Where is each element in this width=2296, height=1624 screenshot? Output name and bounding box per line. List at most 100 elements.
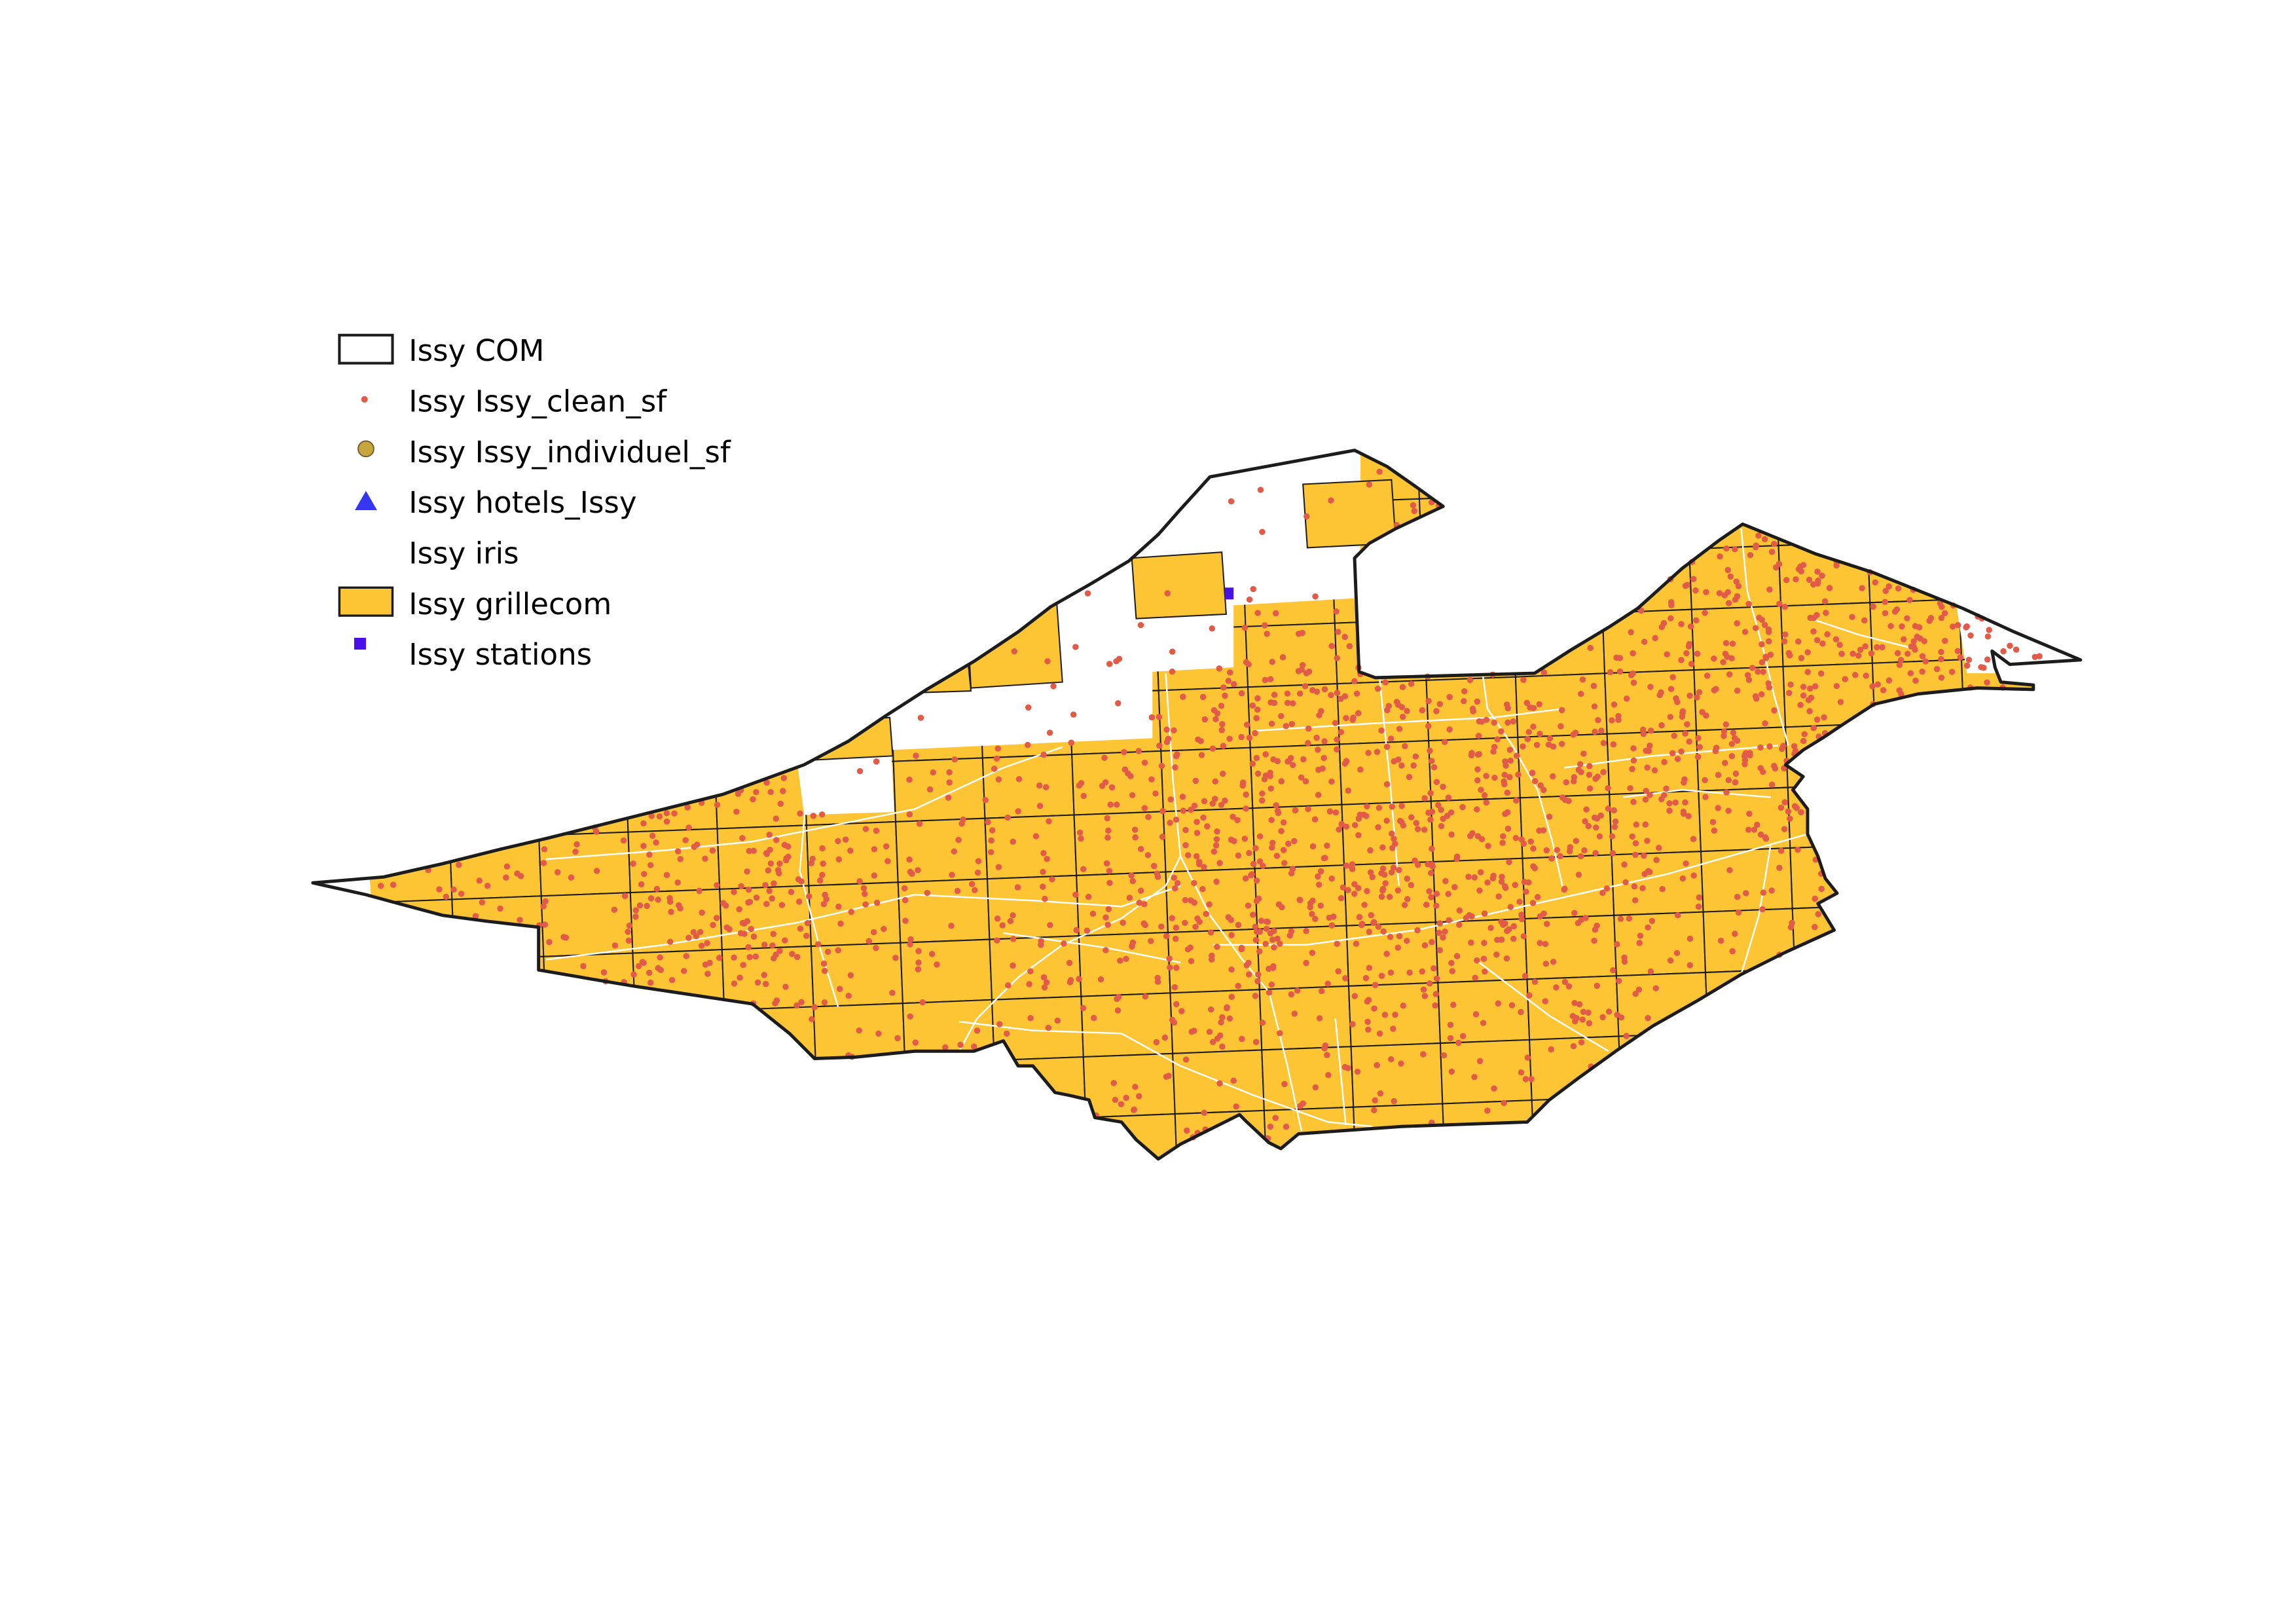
clean-sf-point [1984, 679, 1990, 686]
clean-sf-point [630, 860, 636, 867]
grid-cell [312, 660, 357, 726]
clean-sf-point [1433, 708, 1440, 714]
clean-sf-point [746, 847, 753, 855]
clean-sf-point [763, 850, 770, 857]
clean-sf-point [1818, 885, 1825, 893]
clean-sf-point [1235, 921, 1242, 929]
clean-sf-point [517, 917, 523, 923]
clean-sf-point [1338, 695, 1344, 703]
clean-sf-point [1592, 814, 1598, 821]
clean-sf-point [1264, 919, 1271, 925]
clean-sf-point [1393, 699, 1400, 705]
clean-sf-point [1185, 852, 1192, 858]
clean-sf-point [1238, 690, 1245, 697]
clean-sf-point [1297, 1103, 1303, 1109]
clean-sf-point [1073, 927, 1080, 934]
clean-sf-point [1291, 1010, 1298, 1017]
clean-sf-point [1711, 687, 1718, 693]
clean-sf-point [1513, 797, 1520, 804]
clean-sf-point [1256, 858, 1264, 865]
clean-sf-point [1252, 729, 1258, 737]
grid-cell [312, 720, 359, 786]
clean-sf-point [546, 938, 553, 946]
clean-sf-point [901, 885, 908, 892]
clean-sf-point [1603, 885, 1611, 892]
clean-sf-point [972, 887, 978, 894]
clean-sf-point [1611, 807, 1618, 814]
grid-cell [376, 1263, 468, 1327]
clean-sf-point [1984, 633, 1992, 640]
clean-sf-point [1209, 625, 1216, 632]
clean-sf-point [1279, 654, 1286, 661]
clean-sf-point [767, 788, 774, 796]
clean-sf-point [1267, 676, 1274, 682]
clean-sf-point [1209, 745, 1216, 752]
clean-sf-point [1427, 816, 1434, 823]
clean-sf-point [1271, 692, 1278, 698]
clean-sf-point [1772, 765, 1779, 772]
clean-sf-point [1234, 817, 1241, 824]
clean-sf-point [1239, 1035, 1245, 1043]
clean-sf-point [1043, 784, 1049, 790]
clean-sf-point [1752, 544, 1759, 551]
clean-sf-point [1252, 936, 1260, 944]
grid-cell [371, 1140, 465, 1159]
clean-sf-point [1553, 984, 1559, 991]
clean-sf-point [836, 986, 843, 992]
grid-cell [1878, 840, 1972, 906]
clean-sf-point [1758, 659, 1766, 666]
clean-sf-point [1938, 648, 1944, 655]
clean-sf-point [1542, 998, 1548, 1005]
clean-sf-point [1392, 840, 1398, 847]
grid-cell [1356, 1164, 1448, 1228]
clean-sf-point [1472, 974, 1478, 981]
clean-sf-point [1335, 629, 1341, 635]
clean-sf-point [1667, 615, 1674, 621]
clean-sf-point [1594, 982, 1601, 989]
clean-sf-point [1216, 860, 1223, 866]
clean-sf-point [1315, 792, 1322, 798]
grid-cell [1618, 1032, 1711, 1098]
clean-sf-point [1734, 593, 1741, 600]
clean-sf-point [1199, 693, 1207, 701]
grid-cell [1421, 555, 1514, 621]
grid-cell [725, 1066, 819, 1132]
clean-sf-point [1269, 658, 1276, 665]
grid-cell [1323, 318, 1415, 381]
clean-sf-point [1630, 757, 1637, 764]
clean-sf-point [1429, 938, 1435, 946]
clean-sf-point [1281, 1080, 1288, 1088]
clean-sf-point [752, 953, 759, 960]
polygon-fill-icon [338, 586, 394, 617]
clean-sf-point [668, 908, 674, 915]
clean-sf-point [1358, 921, 1365, 929]
clean-sf-point [1383, 781, 1391, 788]
clean-sf-point [1661, 792, 1667, 799]
grid-cell [796, 579, 890, 645]
clean-sf-point [1537, 782, 1544, 789]
clean-sf-point [1250, 912, 1256, 918]
legend-item-stations: Issy stations [354, 637, 592, 672]
clean-sf-point [788, 889, 795, 895]
clean-sf-point [1446, 693, 1453, 701]
clean-sf-point [1245, 959, 1252, 967]
clean-sf-point [671, 810, 678, 817]
clean-sf-point [1590, 682, 1597, 690]
clean-sf-point [1448, 831, 1455, 838]
clean-sf-point [1225, 914, 1232, 921]
clean-sf-point [1404, 876, 1411, 882]
clean-sf-point [1246, 849, 1252, 857]
clean-sf-point [1244, 722, 1250, 728]
grid-cell [2043, 470, 2081, 536]
grid-cell [808, 881, 902, 947]
clean-sf-point [1729, 640, 1736, 647]
clean-sf-point [1192, 923, 1199, 931]
clean-sf-point [1283, 1123, 1290, 1130]
clean-sf-point [1669, 674, 1676, 680]
clean-sf-point [1754, 821, 1760, 828]
clean-sf-point [1377, 1090, 1384, 1097]
clean-sf-point [1872, 579, 1878, 586]
iris-line [1563, 745, 1778, 769]
clean-sf-point [1391, 836, 1397, 842]
clean-sf-point [1433, 891, 1440, 897]
